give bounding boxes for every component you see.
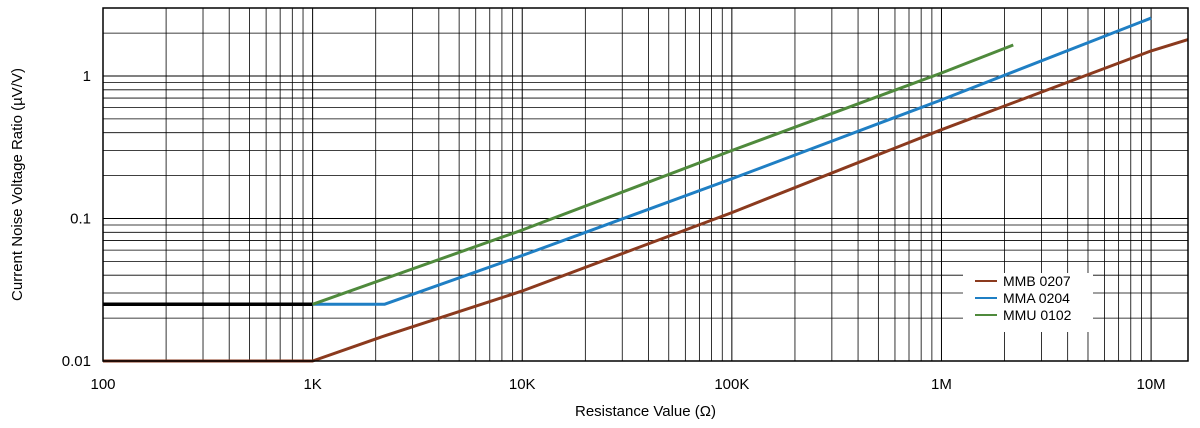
y-tick-label: 0.01 [62,353,91,370]
y-tick-labels: 0.01 0.1 1 [62,68,91,370]
x-tick-label: 10M [1136,376,1165,393]
x-axis-title: Resistance Value (Ω) [575,403,716,420]
series-line-mmu-0102 [312,43,1014,306]
series-layer [103,16,1189,363]
series-line-mmb-0207 [103,38,1189,363]
y-axis-title: Current Noise Voltage Ratio (µV/V) [9,68,26,301]
legend-label: MMB 0207 [1003,273,1071,289]
legend-label: MMU 0102 [1003,307,1072,323]
minor-grid [103,7,1188,361]
x-tick-label: 1M [931,376,952,393]
legend-box [963,273,1093,332]
legend-label: MMA 0204 [1003,290,1070,306]
x-tick-label: 1K [303,376,321,393]
x-tick-label: 100K [714,376,749,393]
y-tick-label: 1 [83,68,91,85]
y-tick-label: 0.1 [70,210,91,227]
x-tick-labels: 100 1K 10K 100K 1M 10M [90,376,1165,393]
x-tick-label: 100 [90,376,115,393]
x-tick-label: 10K [509,376,536,393]
series-line-mma-0204 [312,16,1152,306]
plot-frame [102,7,1189,362]
